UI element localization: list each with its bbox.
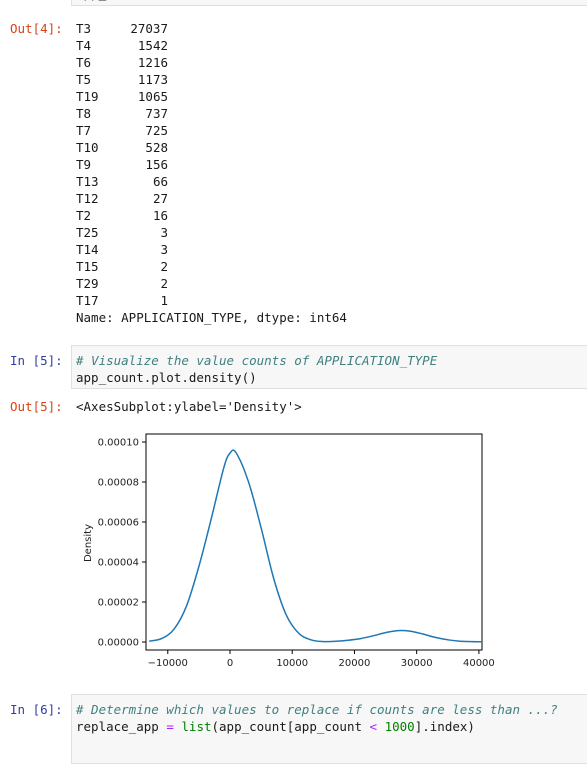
code-var: replace_app [76,719,159,734]
value-count-label: T19 [76,89,99,104]
value-count-row: T14 3 [76,241,176,258]
value-count-number: 1 [160,293,168,308]
x-ticks: −10000 0 10000 20000 30000 40000 [148,650,495,669]
value-count-label: T10 [76,140,99,155]
value-count-row: T8 737 [76,105,176,122]
value-count-label: T5 [76,72,92,87]
value-count-number: 528 [145,140,168,155]
code-lt: < [369,719,378,734]
value-count-label: T2 [76,208,92,223]
value-count-row: T19 1065 [76,88,176,105]
x-tick-label: 40000 [463,658,495,669]
y-tick-label: 0.00008 [98,478,139,489]
y-tick-label: 0.00006 [98,518,139,529]
value-count-row: T25 3 [76,224,176,241]
value-count-row: T12 27 [76,190,176,207]
value-count-row: T7 725 [76,122,176,139]
value-count-row: T6 1216 [76,54,176,71]
code-cell-6[interactable]: # Determine which values to replace if c… [71,694,587,764]
value-count-label: T9 [76,157,92,172]
value-count-number: 737 [145,106,168,121]
x-tick-label: 10000 [276,658,308,669]
value-count-number: 1173 [137,72,168,87]
code-comment-5: # Visualize the value counts of APPLICAT… [76,353,438,368]
value-count-number: 1542 [137,38,168,53]
value-count-number: 27 [152,191,168,206]
value-count-row: T4 1542 [76,37,176,54]
code-arg-open: (app_count[app_count [211,719,363,734]
out-prompt-4: Out[4]: [10,21,63,36]
x-tick-label: 30000 [401,658,433,669]
code-fn: list [181,719,212,734]
value-count-row: T29 2 [76,275,176,292]
value-count-number: 1216 [137,55,168,70]
density-line [148,449,483,643]
value-count-number: 1065 [137,89,168,104]
value-count-label: T15 [76,259,99,274]
value-count-number: 2 [160,276,168,291]
x-tick-label: 20000 [339,658,371,669]
code-num: 1000 [384,719,415,734]
density-plot: 0.00000 0.00002 0.00004 0.00006 0.00008 0.000… [83,433,495,669]
code-cell-5[interactable]: # Visualize the value counts of APPLICAT… [71,345,587,389]
prev-code-cell[interactable]: app_count [71,0,587,6]
value-count-row: T5 1173 [76,71,176,88]
value-count-number: 2 [160,259,168,274]
value-count-number: 66 [152,174,168,189]
y-tick-label: 0.00010 [98,438,139,449]
y-axis-label: Density [83,524,94,562]
value-count-label: T4 [76,38,92,53]
value-count-label: T13 [76,174,99,189]
axes-repr: <AxesSubplot:ylabel='Density'> [76,399,302,414]
value-count-label: T29 [76,276,99,291]
y-tick-label: 0.00004 [98,558,139,569]
dtype-line: Name: APPLICATION_TYPE, dtype: int64 [76,310,347,325]
value-count-number: 156 [145,157,168,172]
value-count-label: T25 [76,225,99,240]
value-count-row: T17 1 [76,292,176,309]
value-count-number: 16 [152,208,168,223]
value-count-number: 3 [160,242,168,257]
value-count-number: 725 [145,123,168,138]
value-count-label: T6 [76,55,92,70]
plot-frame [145,433,483,651]
value-count-row: T3 27037 [76,20,176,37]
value-count-row: T9 156 [76,156,176,173]
value-count-number: 3 [160,225,168,240]
code-arg-close: ].index) [414,719,475,734]
value-count-row: T10 528 [76,139,176,156]
value-count-number: 27037 [130,21,168,36]
value-count-label: T17 [76,293,99,308]
in-prompt-5: In [5]: [10,353,63,368]
y-tick-label: 0.00002 [98,598,139,609]
value-count-label: T12 [76,191,99,206]
value-count-label: T7 [76,123,92,138]
code-line-5: app_count.plot.density() [76,370,257,385]
value-count-label: T3 [76,21,92,36]
value-count-row: T15 2 [76,258,176,275]
value-counts-output: T3 27037 T4 1542 T6 1216 T5 1173 T19 1065 T8 737 T7 7… [76,20,176,309]
code-eq: = [166,719,174,734]
x-tick-label: −10000 [148,658,188,669]
prev-code-line: app_count [76,0,144,2]
code-comment-6: # Determine which values to replace if c… [76,702,558,717]
x-tick-label: 0 [227,658,233,669]
out-prompt-5: Out[5]: [10,399,63,414]
in-prompt-6: In [6]: [10,702,63,717]
value-count-row: T13 66 [76,173,176,190]
value-count-row: T2 16 [76,207,176,224]
value-count-label: T8 [76,106,92,121]
y-ticks: 0.00000 0.00002 0.00004 0.00006 0.00008 0.000… [98,438,146,649]
y-tick-label: 0.00000 [98,638,139,649]
code-line-6: replace_app = list(app_count[app_count <… [76,718,475,735]
value-count-label: T14 [76,242,99,257]
